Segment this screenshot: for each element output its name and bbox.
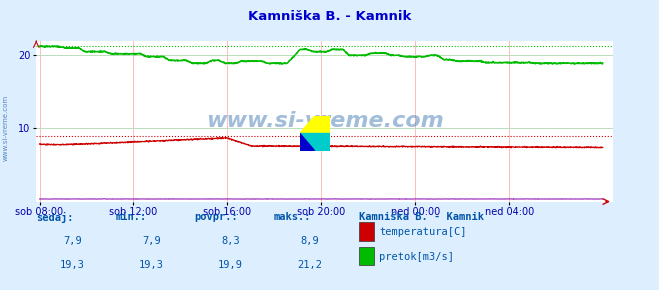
Text: 19,3: 19,3 — [60, 260, 85, 269]
Text: 7,9: 7,9 — [63, 236, 82, 246]
Text: sedaj:: sedaj: — [36, 212, 74, 223]
Text: 21,2: 21,2 — [297, 260, 322, 269]
Polygon shape — [300, 133, 315, 151]
Text: pretok[m3/s]: pretok[m3/s] — [379, 252, 454, 262]
Text: min.:: min.: — [115, 212, 146, 222]
Text: 8,3: 8,3 — [221, 236, 240, 246]
Text: povpr.:: povpr.: — [194, 212, 238, 222]
Polygon shape — [300, 133, 330, 151]
Text: 19,3: 19,3 — [139, 260, 164, 269]
Text: temperatura[C]: temperatura[C] — [379, 227, 467, 237]
Polygon shape — [300, 116, 330, 133]
Text: 7,9: 7,9 — [142, 236, 161, 246]
Text: Kamniška B. - Kamnik: Kamniška B. - Kamnik — [359, 212, 484, 222]
Text: www.si-vreme.com: www.si-vreme.com — [2, 95, 9, 161]
Text: Kamniška B. - Kamnik: Kamniška B. - Kamnik — [248, 10, 411, 23]
Text: 8,9: 8,9 — [301, 236, 319, 246]
Text: 19,9: 19,9 — [218, 260, 243, 269]
Text: www.si-vreme.com: www.si-vreme.com — [206, 111, 444, 131]
Text: maks.:: maks.: — [273, 212, 311, 222]
